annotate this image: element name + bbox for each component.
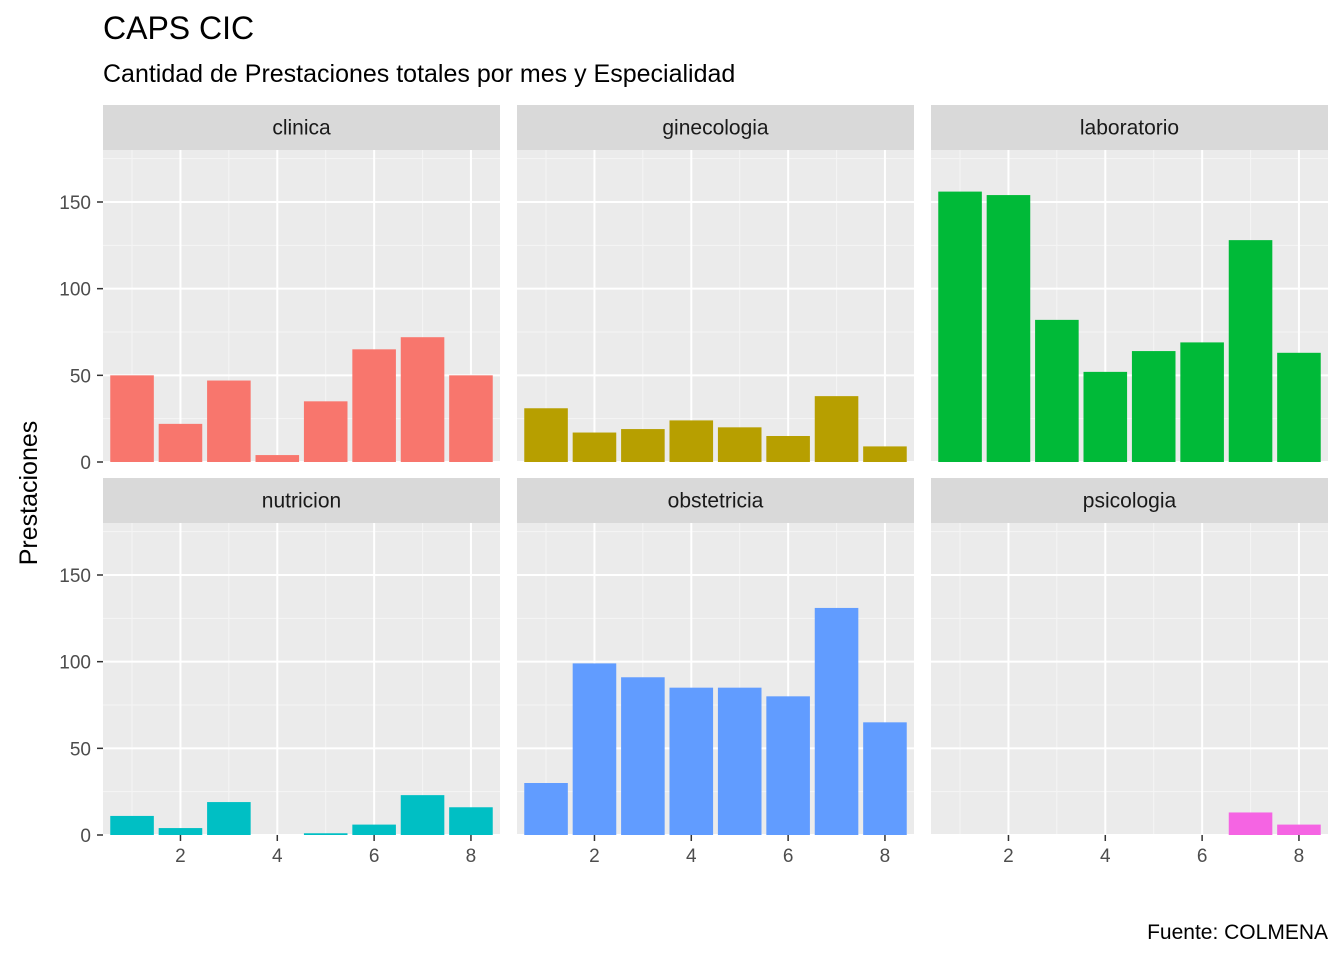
bar-laboratorio-4 — [1083, 371, 1128, 462]
bar-nutricion-1 — [110, 815, 154, 835]
bar-ginecologia-7 — [814, 396, 859, 462]
facet-label: clinica — [272, 117, 331, 140]
x-tick-label: 4 — [686, 846, 697, 867]
x-tick-label: 6 — [369, 846, 380, 867]
x-tick-label: 8 — [880, 846, 891, 867]
facet-strip — [103, 478, 500, 523]
bar-nutricion-8 — [449, 807, 493, 835]
x-tick-label: 8 — [1294, 846, 1305, 867]
bar-obstetricia-3 — [621, 677, 665, 835]
bar-laboratorio-1 — [938, 191, 982, 462]
facet-strip — [517, 105, 914, 150]
bar-obstetricia-1 — [524, 783, 568, 835]
facet-label: obstetricia — [668, 490, 764, 513]
bar-nutricion-7 — [400, 795, 445, 835]
panel-background — [103, 523, 500, 835]
x-tick-label: 2 — [1003, 846, 1014, 867]
y-tick-label: 100 — [59, 653, 91, 674]
bar-clinica-4 — [255, 455, 300, 462]
x-tick-label: 2 — [589, 846, 600, 867]
bar-nutricion-5 — [303, 833, 348, 835]
bar-clinica-2 — [158, 423, 203, 462]
x-tick-label: 6 — [783, 846, 794, 867]
x-tick-label: 4 — [1100, 846, 1111, 867]
facet-label: ginecologia — [662, 117, 769, 140]
chart-subtitle: Cantidad de Prestaciones totales por mes… — [103, 60, 736, 88]
bar-clinica-8 — [449, 375, 493, 462]
bar-laboratorio-8 — [1277, 352, 1321, 462]
bar-clinica-3 — [207, 380, 251, 462]
bar-obstetricia-4 — [669, 687, 714, 835]
chart-title: CAPS CIC — [103, 10, 255, 46]
facet-label: psicologia — [1083, 490, 1177, 513]
bar-clinica-7 — [400, 337, 445, 462]
x-tick-label: 6 — [1197, 846, 1208, 867]
chart-caption: Fuente: COLMENA — [1147, 921, 1328, 944]
bar-laboratorio-2 — [986, 195, 1031, 463]
facet-strip — [103, 105, 500, 150]
bar-clinica-5 — [303, 401, 348, 462]
x-tick-label: 2 — [175, 846, 186, 867]
bar-laboratorio-6 — [1180, 342, 1224, 462]
bar-obstetricia-5 — [717, 687, 762, 835]
bar-ginecologia-3 — [621, 429, 665, 462]
y-tick-label: 150 — [59, 193, 91, 214]
bar-clinica-6 — [352, 349, 396, 462]
facet-strip — [931, 478, 1328, 523]
bar-obstetricia-2 — [572, 663, 617, 835]
bar-ginecologia-2 — [572, 432, 617, 462]
y-tick-label: 50 — [70, 366, 91, 387]
bar-psicologia-7 — [1228, 812, 1273, 835]
bar-laboratorio-3 — [1035, 319, 1079, 462]
bar-clinica-1 — [110, 375, 154, 462]
y-axis-title: Prestaciones — [15, 421, 43, 566]
y-tick-label: 0 — [80, 826, 91, 847]
bar-laboratorio-5 — [1131, 351, 1176, 462]
bar-nutricion-3 — [207, 802, 251, 835]
bar-laboratorio-7 — [1228, 240, 1273, 462]
x-tick-label: 8 — [466, 846, 477, 867]
bar-ginecologia-5 — [717, 427, 762, 462]
y-tick-label: 0 — [80, 453, 91, 474]
bar-nutricion-2 — [158, 828, 203, 835]
facet-strip — [931, 105, 1328, 150]
bar-obstetricia-8 — [863, 722, 907, 835]
y-tick-label: 100 — [59, 280, 91, 301]
bar-nutricion-6 — [352, 824, 396, 835]
y-tick-label: 150 — [59, 566, 91, 587]
bar-ginecologia-8 — [863, 446, 907, 462]
facet-label: laboratorio — [1080, 117, 1179, 140]
bar-ginecologia-1 — [524, 408, 568, 462]
facet-strip — [517, 478, 914, 523]
bar-obstetricia-7 — [814, 607, 859, 835]
panel-background — [931, 523, 1328, 835]
x-tick-label: 4 — [272, 846, 283, 867]
bar-ginecologia-6 — [766, 436, 810, 462]
y-tick-label: 50 — [70, 739, 91, 760]
bar-psicologia-8 — [1277, 824, 1321, 835]
facet-label: nutricion — [262, 490, 341, 513]
bar-obstetricia-6 — [766, 696, 810, 835]
bar-ginecologia-4 — [669, 420, 714, 462]
